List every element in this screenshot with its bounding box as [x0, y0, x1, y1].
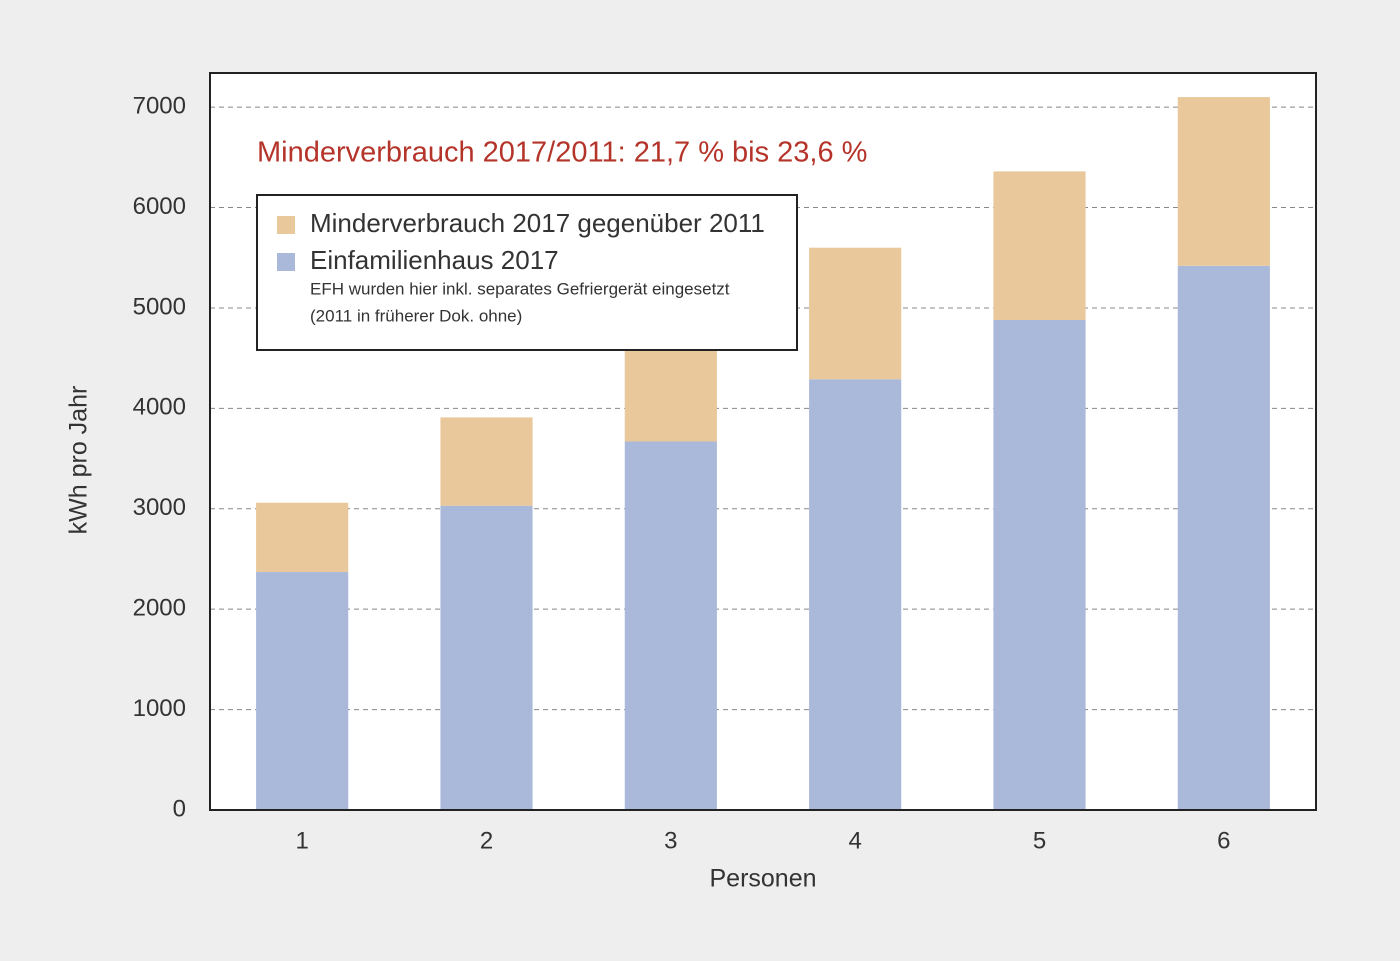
legend-label: Minderverbrauch 2017 gegenüber 2011 — [310, 208, 765, 238]
bar-segment — [256, 502, 349, 573]
bar-segment — [993, 320, 1086, 810]
bar-segment — [624, 334, 717, 442]
x-axis-label: Personen — [709, 865, 816, 893]
y-tick-label: 7000 — [133, 92, 186, 119]
x-tick-label: 5 — [1033, 827, 1046, 854]
y-axis-label: kWh pro Jahr — [65, 386, 93, 535]
x-tick-label: 6 — [1217, 827, 1230, 854]
legend-label: Einfamilienhaus 2017 — [310, 245, 559, 275]
y-tick-label: 4000 — [133, 394, 186, 421]
bar-segment — [993, 171, 1086, 321]
bar-segment — [1177, 265, 1270, 810]
bar-segment — [440, 417, 533, 506]
bar-segment — [1177, 97, 1270, 266]
x-tick-label: 1 — [295, 827, 308, 854]
legend-note: EFH wurden hier inkl. separates Gefrierg… — [310, 279, 730, 298]
bar-segment — [440, 505, 533, 810]
x-tick-label: 4 — [848, 827, 861, 854]
bar-segment — [809, 379, 902, 810]
bar-segment — [256, 572, 349, 810]
plot-area — [210, 73, 1316, 810]
y-tick-label: 3000 — [133, 494, 186, 521]
y-tick-label: 5000 — [133, 293, 186, 320]
y-tick-label: 6000 — [133, 193, 186, 220]
legend-box — [256, 194, 798, 351]
x-tick-label: 2 — [480, 827, 493, 854]
y-tick-label: 0 — [173, 795, 186, 822]
y-tick-label: 2000 — [133, 595, 186, 622]
bar-segment — [624, 441, 717, 810]
plot-frame — [209, 72, 1317, 811]
annotation: Minderverbrauch 2017/2011: 21,7 % bis 23… — [257, 137, 867, 169]
x-tick-label: 3 — [664, 827, 677, 854]
legend-swatch — [277, 253, 295, 271]
bar-segment — [809, 247, 902, 380]
legend-swatch — [277, 216, 295, 234]
y-tick-label: 1000 — [133, 695, 186, 722]
legend-note: (2011 in früherer Dok. ohne) — [310, 306, 522, 325]
